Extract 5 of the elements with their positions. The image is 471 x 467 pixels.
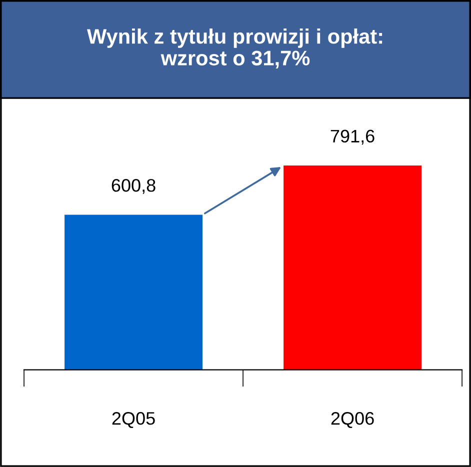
x-tick-label: 2Q05 <box>112 412 155 428</box>
data-label: 600,8 <box>112 179 156 194</box>
data-label: 791,6 <box>330 130 374 145</box>
x-tick-label: 2Q06 <box>331 412 374 428</box>
chart-title: Wynik z tytułu prowizji i opłat: wzrost o 31,7% <box>86 28 382 68</box>
